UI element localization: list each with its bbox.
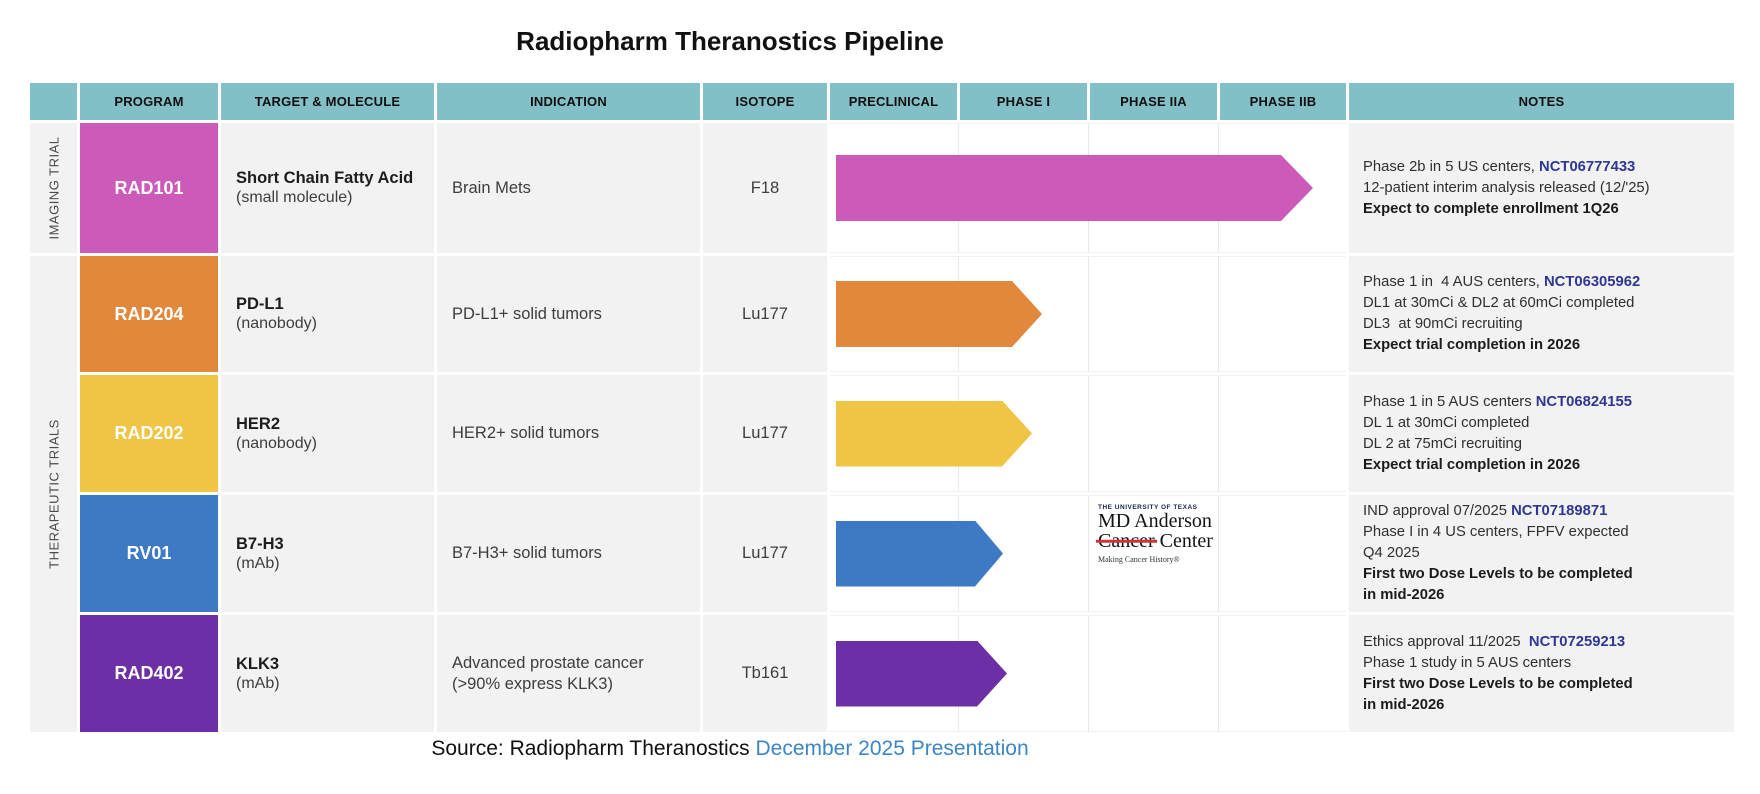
indication-cell: PD-L1+ solid tumors [437, 256, 700, 372]
note-line: Expect to complete enrollment 1Q26 [1363, 200, 1619, 217]
header-phase-2b: PHASE IIB [1220, 83, 1346, 120]
indication-cell: HER2+ solid tumors [437, 375, 700, 492]
notes-cell: IND approval 07/2025 NCT07189871 Phase I … [1349, 495, 1734, 612]
indication-cell: B7-H3+ solid tumors [437, 495, 700, 612]
indication-cell: Advanced prostate cancer (>90% express K… [437, 615, 700, 732]
header-program: PROGRAM [80, 83, 218, 120]
target-molecule-type: (mAb) [236, 554, 280, 572]
source-line: Source: Radiopharm Theranostics December… [0, 737, 1460, 761]
target-name: PD-L1 [236, 295, 284, 313]
note-line: DL3 at 90mCi recruiting [1363, 316, 1523, 332]
md-anderson-cancer-strikethrough: Cancer [1098, 530, 1155, 552]
note-line: Expect trial completion in 2026 [1363, 456, 1581, 473]
target-molecule-type: (nanobody) [236, 315, 317, 332]
source-presentation-link[interactable]: December 2025 Presentation [755, 737, 1029, 760]
note-line: Phase I in 4 US centers, FPFV expected [1363, 524, 1629, 540]
header-isotope: ISOTOPE [703, 83, 827, 120]
target-molecule-type: (nanobody) [236, 434, 317, 452]
target-cell: HER2 (nanobody) [221, 375, 434, 492]
note-line: in mid-2026 [1363, 587, 1445, 603]
page-title: Radiopharm Theranostics Pipeline [516, 26, 944, 56]
isotope-cell: Tb161 [703, 615, 827, 732]
header-phase-1: PHASE I [960, 83, 1087, 120]
target-cell: Short Chain Fatty Acid (small molecule) [221, 123, 434, 253]
sidebar-therapeutic-trials: THERAPEUTIC TRIALS [30, 256, 77, 732]
md-anderson-university-line: THE UNIVERSITY OF TEXAS [1098, 504, 1198, 511]
phase-track [830, 495, 1346, 612]
progress-arrow-rad402 [836, 641, 1007, 707]
nct-trial-link[interactable]: NCT06777433 [1539, 158, 1636, 175]
indication-cell: Brain Mets [437, 123, 700, 253]
note-line: First two Dose Levels to be completed [1363, 675, 1633, 692]
note-line: First two Dose Levels to be completed [1363, 566, 1633, 582]
header-phase-2a: PHASE IIA [1090, 83, 1217, 120]
note-line: IND approval 07/2025 NCT07189871 [1363, 503, 1608, 519]
sidebar-imaging-trial: IMAGING TRIAL [30, 123, 77, 253]
phase-track [830, 123, 1346, 253]
pipeline-table: PROGRAM TARGET & MOLECULE INDICATION ISO… [30, 83, 1734, 732]
isotope-cell: Lu177 [703, 256, 827, 372]
progress-arrow-rad101 [836, 155, 1313, 221]
target-name: Short Chain Fatty Acid [236, 169, 414, 187]
target-molecule-type: (mAb) [236, 674, 280, 692]
note-line: 12-patient interim analysis released (12… [1363, 179, 1650, 196]
nct-trial-link[interactable]: NCT07259213 [1528, 633, 1626, 650]
note-line: Phase 1 study in 5 AUS centers [1363, 654, 1572, 671]
note-line: DL 1 at 30mCi completed [1363, 414, 1530, 431]
isotope-cell: F18 [703, 123, 827, 253]
source-prefix: Source: Radiopharm Theranostics [431, 737, 756, 760]
nct-trial-link[interactable]: NCT07189871 [1511, 503, 1608, 519]
header-target-molecule: TARGET & MOLECULE [221, 83, 434, 120]
note-line: Q4 2025 [1363, 545, 1420, 561]
target-cell: KLK3 (mAb) [221, 615, 434, 732]
md-anderson-cancer-center-line: Cancer Center [1098, 531, 1258, 551]
program-badge-rad202: RAD202 [80, 375, 218, 492]
program-badge-rad101: RAD101 [80, 123, 218, 253]
target-name: B7-H3 [236, 534, 284, 553]
target-name: HER2 [236, 414, 281, 433]
isotope-cell: Lu177 [703, 375, 827, 492]
program-badge-rad204: RAD204 [80, 256, 218, 372]
note-line: Phase 2b in 5 US centers, NCT06777433 [1363, 158, 1636, 175]
target-cell: PD-L1 (nanobody) [221, 256, 434, 372]
md-anderson-center-text: Center [1154, 530, 1213, 552]
md-anderson-tagline: Making Cancer History® [1098, 555, 1180, 564]
notes-cell: Phase 1 in 5 AUS centers NCT06824155 DL 1… [1349, 375, 1734, 492]
note-line: Phase 1 in 4 AUS centers, NCT06305962 [1363, 274, 1641, 290]
notes-cell: Ethics approval 11/2025 NCT07259213 Phase… [1349, 615, 1734, 732]
note-line: Ethics approval 11/2025 NCT07259213 [1363, 633, 1626, 650]
target-name: KLK3 [236, 654, 280, 673]
note-line: Phase 1 in 5 AUS centers NCT06824155 [1363, 393, 1632, 410]
phase-track [830, 615, 1346, 732]
sidebar-therapeutic-trials-label: THERAPEUTIC TRIALS [46, 419, 61, 569]
phase-track [830, 256, 1346, 372]
note-line: DL1 at 30mCi & DL2 at 60mCi completed [1363, 295, 1635, 311]
note-line: Expect trial completion in 2026 [1363, 337, 1581, 353]
progress-arrow-rad204 [836, 281, 1042, 347]
notes-cell: Phase 1 in 4 AUS centers, NCT06305962 DL1… [1349, 256, 1734, 372]
note-line: DL 2 at 75mCi recruiting [1363, 435, 1522, 452]
header-corner-cell [30, 83, 77, 120]
notes-cell: Phase 2b in 5 US centers, NCT06777433 12-… [1349, 123, 1734, 253]
progress-arrow-rad202 [836, 401, 1032, 467]
target-cell: B7-H3 (mAb) [221, 495, 434, 612]
program-badge-rad402: RAD402 [80, 615, 218, 732]
sidebar-imaging-trial-label: IMAGING TRIAL [46, 136, 61, 240]
header-indication: INDICATION [437, 83, 700, 120]
target-molecule-type: (small molecule) [236, 189, 353, 206]
isotope-cell: Lu177 [703, 495, 827, 612]
note-line: in mid-2026 [1363, 696, 1445, 713]
nct-trial-link[interactable]: NCT06305962 [1543, 274, 1641, 290]
md-anderson-logo: THE UNIVERSITY OF TEXAS MD Anderson Canc… [1098, 504, 1258, 564]
md-anderson-name: MD Anderson [1098, 510, 1212, 532]
header-preclinical: PRECLINICAL [830, 83, 957, 120]
progress-arrow-rv01 [836, 521, 1003, 587]
header-notes: NOTES [1349, 83, 1734, 120]
nct-trial-link[interactable]: NCT06824155 [1535, 393, 1632, 410]
phase-track [830, 375, 1346, 492]
program-badge-rv01: RV01 [80, 495, 218, 612]
